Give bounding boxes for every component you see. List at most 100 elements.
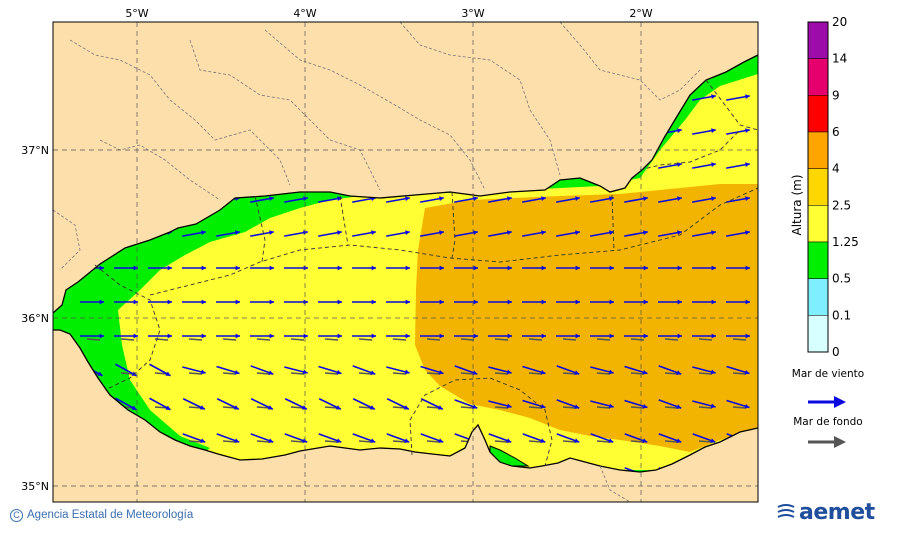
wind-sea-arrowhead [269,333,274,339]
swell-arrow [222,406,237,409]
wind-sea-arrowhead [710,369,716,375]
swell-arrow [427,509,440,510]
colorbar: 20 14 9 6 4 2.5 1.25 0.5 0.1 0 Altura (m) [790,15,859,359]
swell-arrow [495,509,508,510]
colorbar-tick-label: 1.25 [832,235,859,249]
wind-sea-arrowhead [677,196,682,201]
swell-arrow [358,440,373,443]
swell-arrow [597,509,610,510]
swell-arrow [290,440,305,443]
wind-sea-arrowhead [745,196,750,201]
swell-arrow [358,338,373,341]
swell-arrow [494,406,509,409]
wind-sea-arrowhead [371,230,376,235]
wind-sea-arrowhead [439,299,444,305]
swell-arrow [120,338,135,341]
wind-sea-arrowhead [506,369,512,375]
wind-sea-arrow [523,502,546,510]
longitude-labels: 5°W 4°W 3°W 2°W [125,7,652,20]
swell-arrow [291,509,304,510]
colorbar-cell [807,315,829,353]
legend-wind-sea-label: Mar de viento [791,368,865,380]
wind-sea-arrowhead [643,265,648,271]
swell-arrow [732,406,747,409]
swell-arrow [325,509,338,510]
wind-sea-arrow [455,502,478,510]
swell-arrow [562,338,577,341]
wind-sea-arrowhead [609,265,614,271]
swell-arrow [698,440,713,443]
wind-sea-arrowhead [234,369,240,375]
wind-sea-arrowhead [506,438,512,443]
swell-arrow [528,372,543,375]
swell-arrow [324,406,339,409]
wind-sea-arrowhead [540,369,546,375]
wind-sea-arrowhead [574,404,580,409]
lon-label-3w: 3°W [461,7,484,20]
swell-arrow [664,338,679,341]
legend-swell-label: Mar de fondo [793,416,863,428]
wind-sea-arrowhead [677,265,682,271]
swell-arrow [222,338,237,341]
swell-arrow [732,372,747,375]
wind-sea-arrowhead [609,333,614,339]
wind-sea-arrowhead [745,333,750,339]
wind-sea-arrowhead [337,196,342,201]
wind-sea-arrowhead [677,128,682,133]
wind-sea-arrowhead [745,162,750,167]
wind-sea-arrowhead [745,230,750,235]
swell-arrow [426,338,441,341]
swell-arrow [664,440,679,443]
wind-sea-arrowhead [133,333,138,339]
wind-sea-arrow [625,502,648,510]
wind-sea-arrowhead [472,506,477,511]
wind-sea-arrowhead [677,299,682,305]
wind-sea-arrow [319,502,342,510]
wind-sea-arrow [387,502,410,510]
swell-arrow [630,372,645,375]
swell-arrow [733,509,746,510]
wind-sea-arrowhead [711,162,716,167]
wind-sea-arrowhead [541,333,546,339]
aemet-logo: aemet [776,500,875,525]
wind-sea-arrowhead [404,506,409,511]
wind-sea-arrowhead [507,196,512,201]
wind-sea-arrowhead [269,299,274,305]
wind-sea-arrowhead [405,196,410,201]
colorbar-tick-label: 0.5 [832,272,851,286]
wind-sea-arrowhead [200,438,206,443]
swell-arrow [665,509,678,510]
lat-label-35n: 35°N [21,480,49,493]
wind-sea-arrow [285,502,308,510]
colorbar-tick-label: 0.1 [832,308,851,322]
swell-arrow [359,509,372,510]
wind-sea-arrowhead [575,333,580,339]
wind-sea-arrowhead [369,405,375,410]
wind-sea-arrowhead [642,438,648,443]
colorbar-tick-label: 0 [832,345,840,359]
wind-sea-arrow [353,502,376,510]
wind-sea-arrowhead [676,506,681,511]
swell-arrow [256,372,271,375]
legend-swell-arrow [808,436,846,448]
wind-sea-arrowhead [472,404,478,409]
wind-sea-arrowhead [711,265,716,271]
wind-sea-arrowhead [267,405,273,410]
swell-arrow [290,406,305,409]
wind-sea-arrowhead [439,265,444,271]
maritime-zone-boundaries [94,79,758,467]
wind-sea-arrowhead [744,403,750,409]
wind-sea-arrowhead [97,371,103,376]
wind-sea-arrowhead [370,506,375,511]
wind-sea-arrowhead [574,506,579,511]
swell-arrow [256,440,271,443]
lat-label-36n: 36°N [21,312,49,325]
wind-sea-arrowhead [711,333,716,339]
swell-arrow [596,406,611,409]
wind-sea-arrowhead [710,438,716,443]
colorbar-tick-label: 2.5 [832,198,851,212]
aemet-logo-text: aemet [799,500,875,525]
wind-sea-arrowhead [676,404,682,409]
wind-sea-arrowhead [677,230,682,235]
wind-sea-arrowhead [710,403,716,409]
